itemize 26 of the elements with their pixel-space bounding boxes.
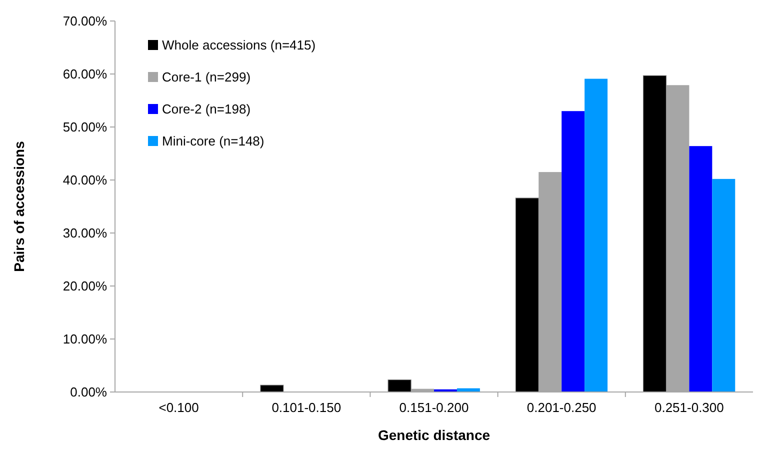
y-tick-label: 10.00% [62, 332, 108, 347]
y-axis-title: Pairs of accessions [11, 140, 27, 272]
x-axis-title: Genetic distance [378, 427, 490, 443]
y-tick-label: 0.00% [70, 384, 108, 400]
legend-label: Core-1 (n=299) [162, 70, 251, 85]
x-tick-label: <0.100 [158, 400, 199, 415]
x-tick-label: 0.201-0.250 [526, 400, 596, 415]
legend-label: Core-2 (n=198) [162, 102, 251, 117]
legend-label: Whole accessions (n=415) [162, 38, 316, 53]
y-tick-label: 20.00% [62, 278, 108, 294]
bar [642, 75, 667, 392]
bar [515, 198, 539, 392]
x-tick-label: 0.251-0.300 [654, 400, 724, 415]
y-tick-label: 60.00% [62, 66, 108, 82]
bar [562, 111, 585, 392]
legend-label: Mini-core (n=148) [162, 134, 264, 149]
y-tick-label: 30.00% [62, 226, 108, 241]
bar [712, 178, 736, 392]
y-tick-label: 40.00% [62, 172, 108, 188]
x-tick-label: 0.151-0.200 [399, 400, 469, 415]
bar [689, 146, 712, 392]
y-tick-label: 50.00% [62, 120, 108, 135]
y-tick-label: 70.00% [62, 14, 108, 29]
x-tick-label: 0.101-0.150 [272, 400, 342, 415]
bar [388, 380, 412, 392]
bar [584, 78, 608, 392]
